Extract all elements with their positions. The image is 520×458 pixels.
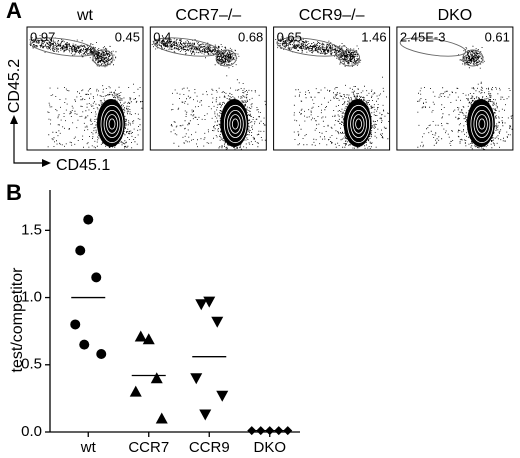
contour	[347, 104, 371, 144]
data-point	[195, 299, 208, 311]
gate	[215, 49, 237, 67]
data-point	[96, 349, 107, 360]
y-tick-label: 0.5	[21, 356, 42, 373]
contour	[350, 110, 368, 139]
data-point	[199, 409, 212, 421]
gate-value: 0.68	[238, 29, 263, 44]
x-tick-label: CCR9	[189, 439, 230, 456]
contour	[108, 118, 116, 130]
x-axis-label: CD45.1	[56, 157, 110, 174]
data-point	[190, 373, 203, 385]
plot-frame	[273, 26, 391, 151]
flow-plot	[149, 26, 267, 151]
gate	[153, 37, 220, 57]
contour	[106, 114, 118, 134]
contour	[231, 118, 239, 130]
y-tick-label: 1.5	[21, 221, 42, 238]
contour	[475, 114, 488, 134]
contour	[352, 114, 365, 134]
data-point	[150, 372, 163, 384]
y-tick-label: 0.0	[21, 423, 42, 440]
x-tick-label: CCR7	[128, 439, 169, 456]
plot-frame	[26, 26, 144, 151]
contour	[470, 104, 494, 144]
data-point	[155, 412, 168, 424]
gate	[339, 49, 361, 67]
data-point	[70, 319, 81, 330]
x-tick-label: DKO	[253, 439, 286, 456]
contour	[473, 110, 491, 139]
plot-title: DKO	[438, 7, 473, 24]
data-point	[79, 339, 90, 350]
data-point	[134, 330, 147, 342]
contour	[103, 110, 121, 139]
contour	[226, 110, 244, 139]
plot-title: CCR9–/–	[299, 7, 365, 24]
plot-title: wt	[76, 7, 94, 24]
y-axis-label: test/competitor	[9, 267, 26, 373]
gate	[92, 49, 114, 67]
gate	[462, 49, 484, 67]
panel-label: A	[6, 0, 22, 23]
data-point	[211, 316, 224, 328]
cell-dots	[29, 35, 143, 149]
gate-value: 0.4	[153, 29, 171, 44]
y-tick-label: 1.0	[21, 289, 42, 306]
cell-dots	[151, 35, 266, 150]
plot-title: CCR7–/–	[175, 7, 241, 24]
x-tick-label: wt	[80, 439, 97, 456]
y-axis-label: CD45.2	[6, 59, 23, 113]
contour	[100, 104, 124, 144]
flow-plot	[26, 26, 144, 151]
gate-value: 0.97	[30, 29, 55, 44]
arrow-heads	[10, 115, 51, 167]
data-point	[75, 245, 86, 256]
gate-value: 0.65	[277, 29, 302, 44]
contour	[229, 114, 242, 134]
data-point	[283, 426, 293, 436]
gate	[276, 37, 343, 57]
gate	[399, 37, 467, 57]
gate	[29, 37, 97, 57]
data-point	[129, 385, 142, 397]
gate-value: 2.45E-3	[400, 29, 446, 44]
contour	[355, 118, 363, 130]
data-point	[247, 426, 257, 436]
plot-frame	[396, 26, 514, 151]
data-point	[83, 214, 94, 225]
contour	[478, 118, 486, 130]
contour	[223, 104, 247, 144]
flow-plot	[273, 26, 391, 151]
gate-value: 0.61	[485, 29, 510, 44]
data-point	[216, 390, 229, 402]
gate-value: 0.45	[115, 29, 140, 44]
gate-value: 1.46	[361, 29, 386, 44]
flow-plot	[396, 26, 514, 151]
data-point	[91, 272, 102, 283]
axis-arrows	[13, 118, 48, 164]
panel-label: B	[6, 180, 22, 205]
